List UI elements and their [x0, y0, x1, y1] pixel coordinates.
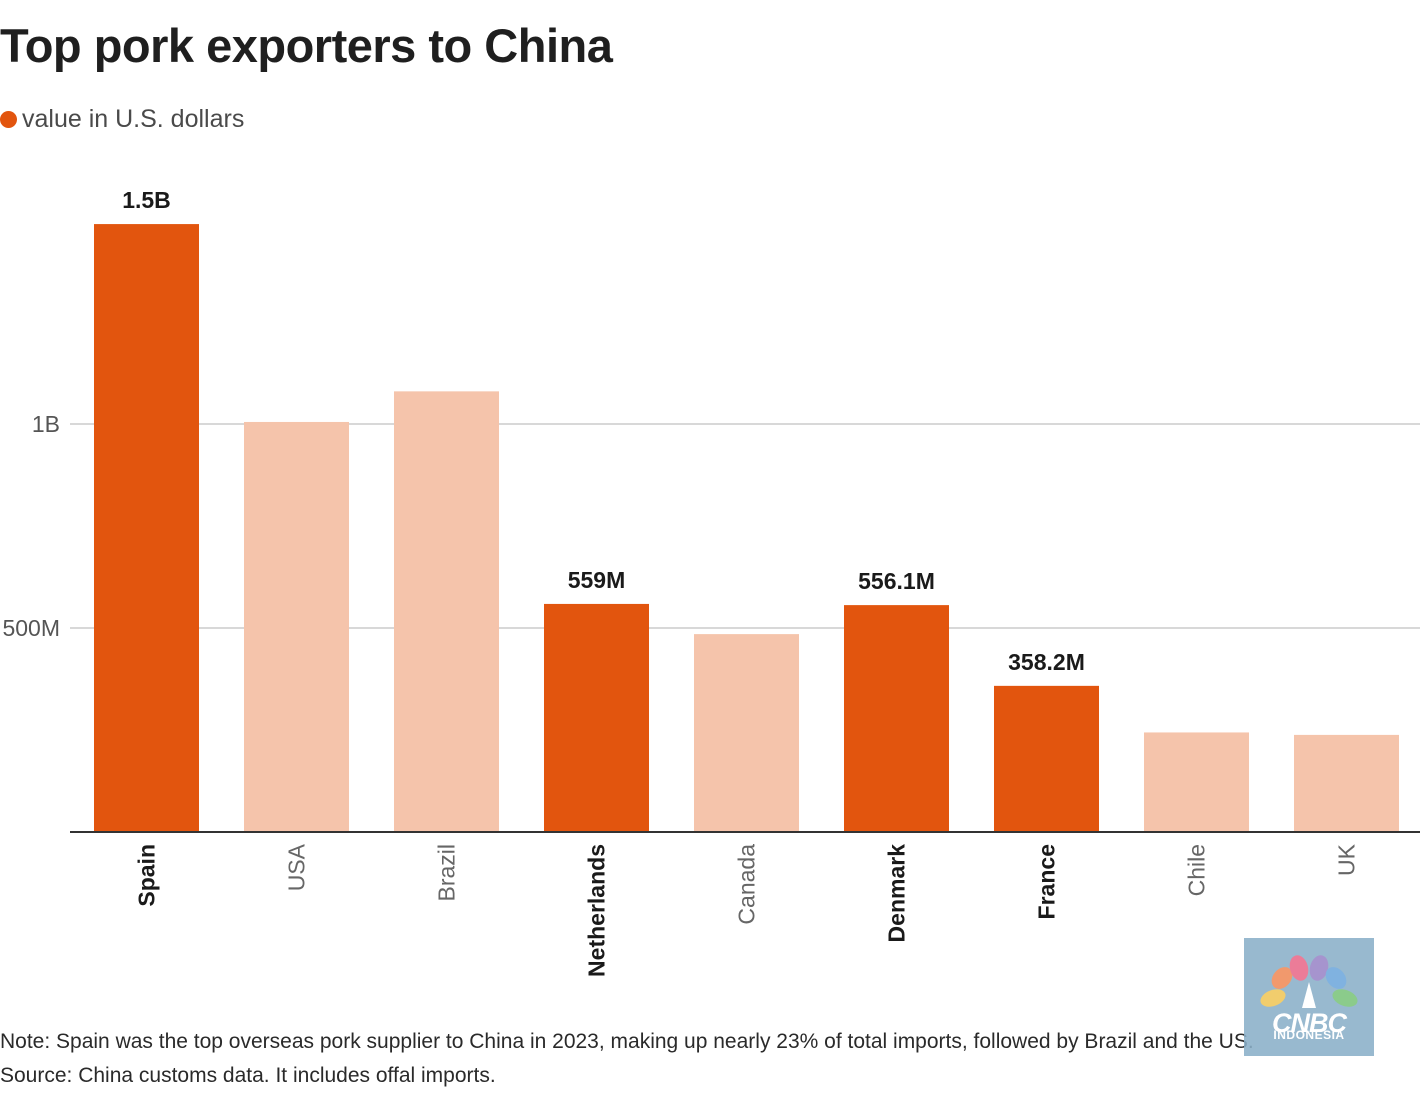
watermark-brand: CNBC — [1272, 1008, 1347, 1038]
x-tick-label: Canada — [734, 844, 760, 925]
x-tick-label: Spain — [134, 844, 160, 907]
legend-swatch — [0, 111, 17, 128]
y-tick-label: 500M — [2, 615, 60, 641]
bar — [994, 685, 1099, 832]
peacock-logo-icon — [1260, 955, 1358, 1008]
x-tick-label: Brazil — [434, 844, 460, 902]
bar-chart: 500M 1B 1.5B 559M 556.1M 358.2M Spain USA Brazil… — [2, 187, 1420, 977]
bar — [1294, 734, 1399, 832]
x-tick-label: Netherlands — [584, 844, 610, 977]
bar — [844, 605, 949, 832]
bar — [694, 634, 799, 832]
watermark-sub: INDONESIA — [1273, 1028, 1345, 1042]
x-tick-label: France — [1034, 844, 1060, 919]
bar — [544, 603, 649, 832]
bar — [1144, 732, 1249, 832]
data-label: 358.2M — [1008, 649, 1085, 675]
x-tick-label: UK — [1334, 843, 1360, 876]
legend: value in U.S. dollars — [0, 105, 244, 134]
y-tick-label: 1B — [32, 411, 60, 437]
bar — [244, 421, 349, 832]
legend-label: value in U.S. dollars — [22, 105, 245, 133]
data-label: 1.5B — [122, 187, 171, 213]
x-tick-label: USA — [284, 843, 310, 891]
data-label: 559M — [568, 567, 626, 593]
bar — [394, 391, 499, 832]
data-label: 556.1M — [858, 568, 935, 594]
footnote: Note: Spain was the top overseas pork su… — [0, 1025, 1254, 1093]
bar — [94, 224, 199, 832]
source-text: Source: China customs data. It includes … — [0, 1064, 496, 1087]
note-text: Note: Spain was the top overseas pork su… — [0, 1030, 1254, 1053]
chart-title: Top pork exporters to China — [0, 19, 613, 72]
cnbc-watermark: CNBC INDONESIA — [1244, 938, 1374, 1056]
x-tick-label: Denmark — [884, 844, 910, 943]
x-tick-label: Chile — [1184, 844, 1210, 896]
